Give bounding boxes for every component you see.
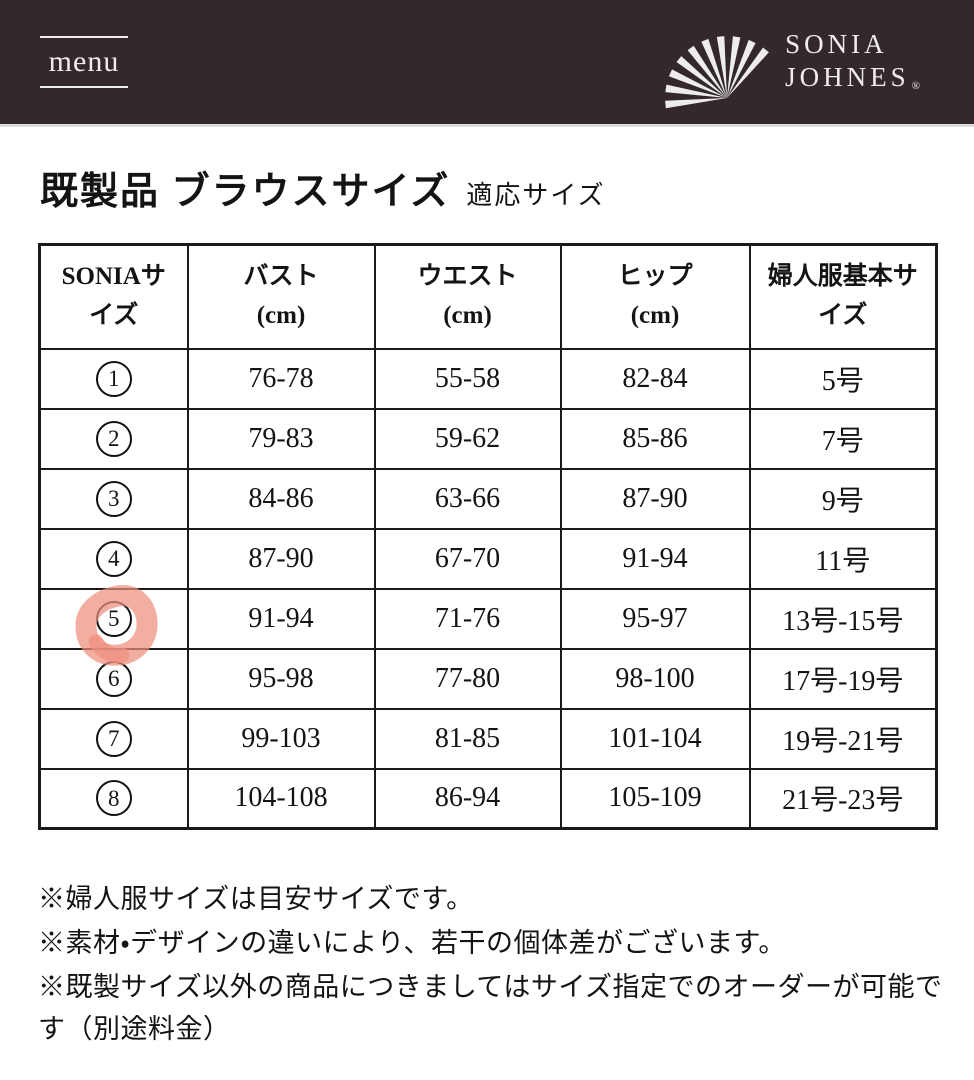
waist-cell: 55-58 <box>373 347 562 410</box>
table-row: 1 76-78 55-58 82-84 5号 <box>38 347 938 410</box>
registered-trademark: ® <box>911 80 920 92</box>
notes-section: ※婦人服サイズは目安サイズです。 ※素材・デザインの違いにより、若干の個体差がご… <box>38 878 950 1052</box>
hip-cell: 101-104 <box>559 707 751 770</box>
bust-cell: 79-83 <box>186 407 376 470</box>
size-table: SONIAサ イズ バスト (cm) ウエスト (cm) ヒップ (cm) 婦人服基本サ… <box>38 243 938 830</box>
sonia-size-circled: 1 <box>95 360 132 397</box>
size-cell: 1 <box>38 347 189 410</box>
sonia-size-circled: 7 <box>95 720 132 757</box>
sonia-size-circled: 4 <box>95 540 132 577</box>
note-line: ※素材・デザインの違いにより、若干の個体差がございます。 <box>38 928 786 958</box>
header-row: SONIAサ イズ バスト (cm) ウエスト (cm) ヒップ (cm) 婦人服基本サ… <box>38 243 938 350</box>
table-row: 8 104-108 86-94 105-109 21号-23号 <box>38 767 938 830</box>
table-row: 4 87-90 67-70 91-94 11号 <box>38 527 938 590</box>
column-header-bust: バスト (cm) <box>186 243 376 350</box>
page-title-main: 既製品 ブラウスサイズ <box>40 171 451 213</box>
size-cell: 3 <box>38 467 189 530</box>
table-row-highlighted: 5 91-94 71-76 95-97 13号-15号 <box>38 587 938 650</box>
menu-button[interactable]: menu <box>40 36 128 88</box>
jp-size-cell: 5号 <box>748 347 938 410</box>
hip-cell: 85-86 <box>559 407 751 470</box>
sonia-size-circled: 3 <box>95 480 132 517</box>
table-row: 7 99-103 81-85 101-104 19号-21号 <box>38 707 938 770</box>
column-header-jp-size: 婦人服基本サ イズ <box>748 243 938 350</box>
size-cell: 2 <box>38 407 189 470</box>
waist-cell: 77-80 <box>373 647 562 710</box>
table-row: 3 84-86 63-66 87-90 9号 <box>38 467 938 530</box>
bust-cell: 104-108 <box>186 767 376 830</box>
bust-cell: 91-94 <box>186 587 376 650</box>
note-line: ※婦人服サイズは目安サイズです。 <box>38 884 474 914</box>
note-line: ※既製サイズ以外の商品につきましてはサイズ指定でのオーダーが可能です（別途料金） <box>38 972 943 1044</box>
hip-cell: 98-100 <box>559 647 751 710</box>
bust-cell: 84-86 <box>186 467 376 530</box>
brand-name-line1: SONIA <box>785 29 888 59</box>
jp-size-cell: 9号 <box>748 467 938 530</box>
column-header-waist: ウエスト (cm) <box>373 243 562 350</box>
brand-name: SONIA JOHNES ® <box>785 28 920 100</box>
jp-size-cell: 13号-15号 <box>748 587 938 650</box>
hip-cell: 82-84 <box>559 347 751 410</box>
size-cell: 4 <box>38 527 189 590</box>
hip-cell: 95-97 <box>559 587 751 650</box>
page-title: 既製品 ブラウスサイズ 適応サイズ <box>40 160 606 215</box>
bust-cell: 76-78 <box>186 347 376 410</box>
bust-cell: 95-98 <box>186 647 376 710</box>
hip-cell: 87-90 <box>559 467 751 530</box>
hip-cell: 91-94 <box>559 527 751 590</box>
table-row: 6 95-98 77-80 98-100 17号-19号 <box>38 647 938 710</box>
size-cell: 8 <box>38 767 189 830</box>
menu-rule-top <box>40 36 128 38</box>
jp-size-cell: 17号-19号 <box>748 647 938 710</box>
brand-logo[interactable]: SONIA JOHNES ® <box>665 18 920 110</box>
size-cell: 5 <box>38 587 189 650</box>
jp-size-cell: 11号 <box>748 527 938 590</box>
sonia-size-circled: 8 <box>95 780 132 817</box>
hip-cell: 105-109 <box>559 767 751 830</box>
waist-cell: 67-70 <box>373 527 562 590</box>
column-header-hip: ヒップ (cm) <box>559 243 751 350</box>
waist-cell: 81-85 <box>373 707 562 770</box>
size-cell: 6 <box>38 647 189 710</box>
jp-size-cell: 21号-23号 <box>748 767 938 830</box>
header-bar: menu SONIA JOHNES <box>0 0 974 127</box>
waist-cell: 63-66 <box>373 467 562 530</box>
jp-size-cell: 7号 <box>748 407 938 470</box>
sonia-size-circled: 2 <box>95 420 132 457</box>
bust-cell: 87-90 <box>186 527 376 590</box>
sonia-size-circled: 6 <box>95 660 132 697</box>
column-header-sonia-size: SONIAサ イズ <box>38 243 189 350</box>
waist-cell: 59-62 <box>373 407 562 470</box>
size-cell: 7 <box>38 707 189 770</box>
jp-size-cell: 19号-21号 <box>748 707 938 770</box>
menu-label: menu <box>48 45 120 78</box>
waist-cell: 86-94 <box>373 767 562 830</box>
menu-rule-bottom <box>40 86 128 88</box>
fan-icon <box>665 36 770 109</box>
sonia-size-circled: 5 <box>95 600 132 637</box>
page-title-sub: 適応サイズ <box>466 181 606 210</box>
bust-cell: 99-103 <box>186 707 376 770</box>
waist-cell: 71-76 <box>373 587 562 650</box>
table-row: 2 79-83 59-62 85-86 7号 <box>38 407 938 470</box>
brand-name-line2: JOHNES ® <box>785 62 920 92</box>
